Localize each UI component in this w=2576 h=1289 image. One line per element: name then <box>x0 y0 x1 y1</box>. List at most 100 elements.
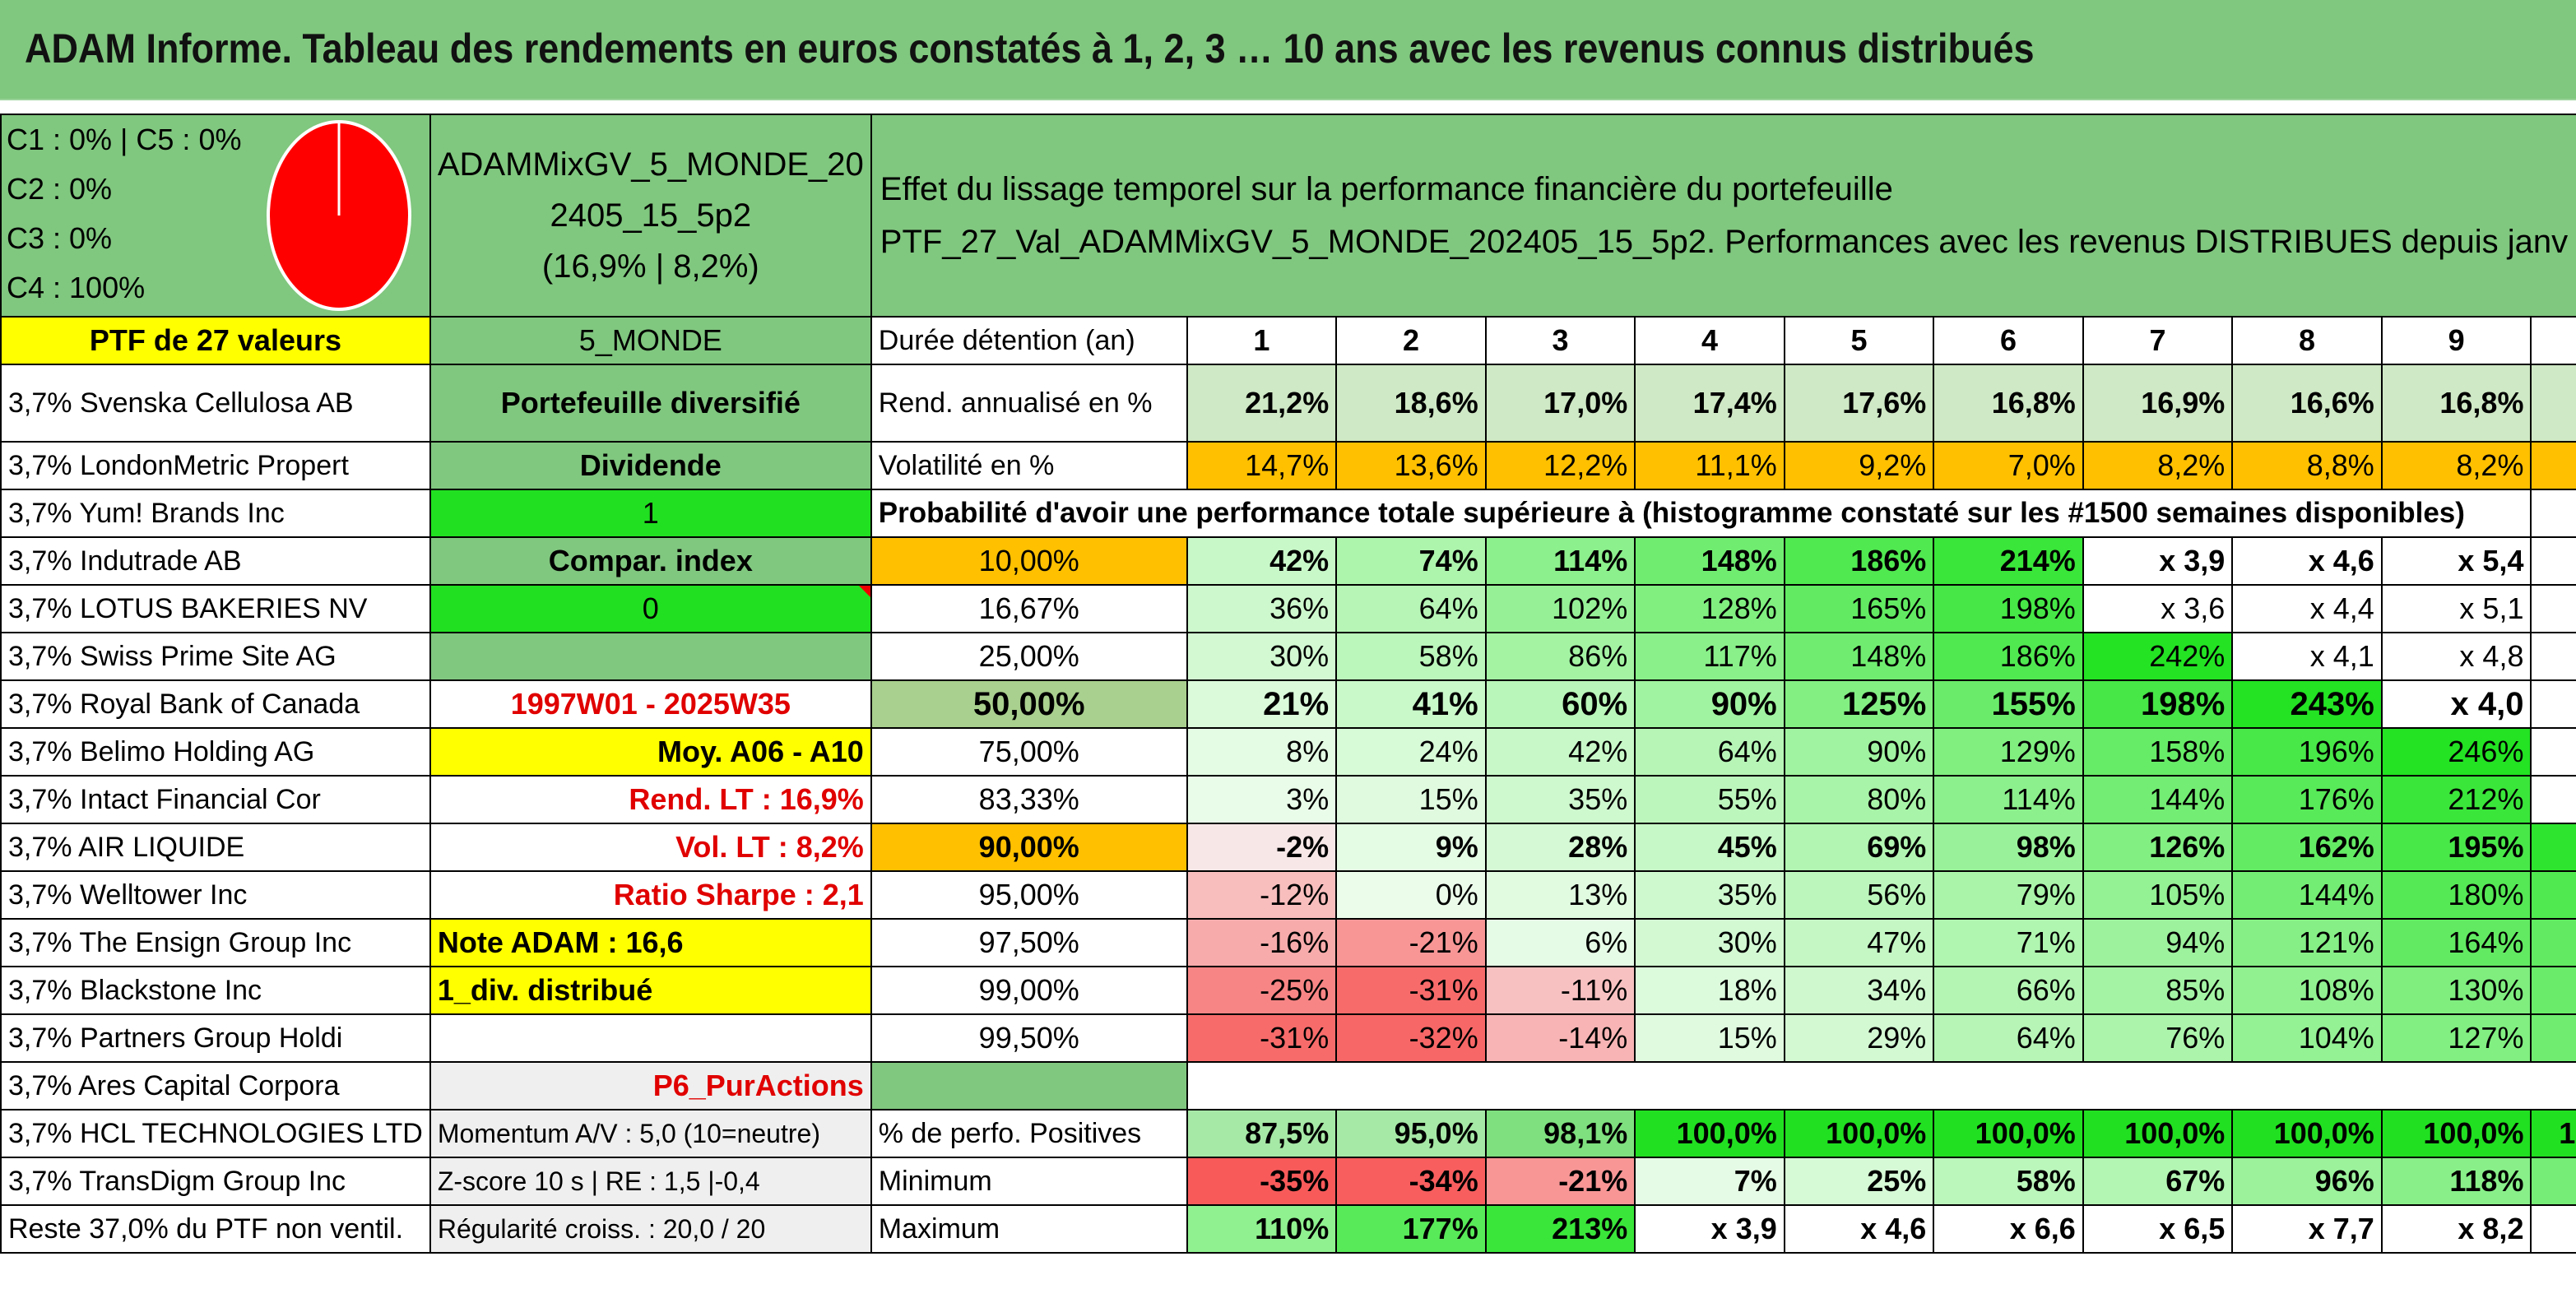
probability-value: 114% <box>1933 775 2084 824</box>
holding-name: 3,7% Svenska Cellulosa AB <box>0 364 431 443</box>
probability-value: 76% <box>2082 1013 2234 1063</box>
probability-value: 164% <box>2380 918 2532 967</box>
positives-value: 100,0% <box>1933 1109 2084 1158</box>
probability-value: 28% <box>1484 823 1636 872</box>
probability-level: 16,67% <box>870 584 1188 633</box>
allocation-c1-c5: C1 : 0% | C5 : 0% <box>7 123 242 156</box>
maximum-value: 213% <box>1484 1204 1636 1254</box>
probability-value: 246% <box>2380 727 2532 777</box>
empty-green-cell <box>870 1061 1188 1110</box>
probability-value: 126% <box>2082 823 2234 872</box>
probability-value: 3% <box>1186 775 1338 824</box>
vol-value: 9,2% <box>1783 441 1935 490</box>
minimum-value: 7% <box>1634 1157 1785 1206</box>
positives-value: 100,0% <box>1783 1109 1935 1158</box>
probability-level: 95,00% <box>870 870 1188 920</box>
positives-value: 98,1% <box>1484 1109 1636 1158</box>
fund-name-line2: 2405_15_5p2 <box>550 197 752 234</box>
probability-value: 15% <box>1335 775 1487 824</box>
rend-value: 18,6% <box>1335 364 1487 443</box>
probability-value: x 4,8 <box>2380 632 2532 681</box>
probability-value: 144% <box>2231 870 2383 920</box>
table-row: PTF de 27 valeurs 5_MONDE Durée détention … <box>0 316 2576 365</box>
vol-value: 14,7% <box>1186 441 1338 490</box>
vol-value: 13,6% <box>1335 441 1487 490</box>
probability-value: 121% <box>2231 918 2383 967</box>
probability-value: 86% <box>1484 632 1636 681</box>
probability-value: 114% <box>1484 536 1636 586</box>
probability-value: 21% <box>1186 679 1338 729</box>
compar-index-label: Compar. index <box>429 536 872 586</box>
allocation-pie-chart <box>267 120 411 311</box>
note-adam-label: Note ADAM : 16,6 <box>429 918 872 967</box>
probability-header: Probabilité d'avoir une performance tota… <box>870 489 2532 538</box>
probability-value: x 5,4 <box>2380 536 2532 586</box>
p6-label: P6_PurActions <box>429 1061 872 1110</box>
table-row: 3,7% LOTUS BAKERIES NV 0 16,67% 36% 64% 102% 1… <box>0 584 2576 633</box>
table-row: 3,7% TransDigm Group Inc Z-score 10 s | R… <box>0 1157 2576 1206</box>
probability-value: 94% <box>2082 918 2234 967</box>
probability-value: 64% <box>1933 1013 2084 1063</box>
probability-value: 214% <box>1933 536 2084 586</box>
momentum-label: Momentum A/V : 5,0 (10=neutre) <box>429 1109 872 1158</box>
minimum-value: -21% <box>1484 1157 1636 1206</box>
probability-value: -21% <box>1335 918 1487 967</box>
probability-value: 148% <box>1634 536 1785 586</box>
holding-name: 3,7% Royal Bank of Canada <box>0 679 431 729</box>
probability-value: 18% <box>1634 966 1785 1015</box>
positives-value: 100,0% <box>2231 1109 2383 1158</box>
vol-value: 8,8% <box>2231 441 2383 490</box>
minimum-value: 58% <box>1933 1157 2084 1206</box>
dividende-label: Dividende <box>429 441 872 490</box>
report-table: C1 : 0% | C5 : 0% C2 : 0% C3 : 0% C4 : 1… <box>0 114 2576 1254</box>
rend-value: 21,2% <box>1186 364 1338 443</box>
year-header: 4 <box>1634 316 1785 365</box>
rend-value: 16,8% <box>1933 364 2084 443</box>
year-header: 6 <box>1933 316 2084 365</box>
empty-cell <box>1186 1061 2576 1110</box>
probability-value: -32% <box>1335 1013 1487 1063</box>
vol-value: 12,2% <box>1484 441 1636 490</box>
vol-value: 11,1% <box>1634 441 1785 490</box>
holding-name: 3,7% LOTUS BAKERIES NV <box>0 584 431 633</box>
vol-value: 8,2% <box>2082 441 2234 490</box>
dividend-count-label: 1_div. distribué <box>429 966 872 1015</box>
probability-value: 60% <box>1484 679 1636 729</box>
description-line1: Effet du lissage temporel sur la perform… <box>880 171 1893 207</box>
probability-value: 58% <box>1335 632 1487 681</box>
probability-value: 117% <box>1634 632 1785 681</box>
probability-value: 36% <box>1186 584 1338 633</box>
year-header: 9 <box>2380 316 2532 365</box>
table-row: 3,7% Swiss Prime Site AG 25,00% 30% 58% 86% 1… <box>0 632 2576 681</box>
year-header: 8 <box>2231 316 2383 365</box>
probability-value: 165% <box>2530 918 2576 967</box>
probability-value: 195% <box>2380 823 2532 872</box>
holding-name: 3,7% LondonMetric Propert <box>0 441 431 490</box>
minimum-value: 67% <box>2082 1157 2234 1206</box>
probability-value: 90% <box>1634 679 1785 729</box>
positives-value: 95,0% <box>1335 1109 1487 1158</box>
probability-level: 99,50% <box>870 1013 1188 1063</box>
probability-value: 180% <box>2380 870 2532 920</box>
year-header: 7 <box>2082 316 2234 365</box>
probability-value: 125% <box>1783 679 1935 729</box>
probability-value: 165% <box>1783 584 1935 633</box>
holding-name: 3,7% Welltower Inc <box>0 870 431 920</box>
table-row: 3,7% Indutrade AB Compar. index 10,00% 42% 7… <box>0 536 2576 586</box>
probability-value: 13% <box>1484 870 1636 920</box>
probability-value: 35% <box>1484 775 1636 824</box>
probability-value: 42% <box>1186 536 1338 586</box>
table-row: 3,7% AIR LIQUIDE Vol. LT : 8,2% 90,00% -2% 9… <box>0 823 2576 872</box>
probability-value: 102% <box>1484 584 1636 633</box>
probability-value: 129% <box>1933 727 2084 777</box>
probability-value: -2% <box>1186 823 1338 872</box>
holding-name: 3,7% HCL TECHNOLOGIES LTD <box>0 1109 431 1158</box>
year-header: 1 <box>1186 316 1338 365</box>
table-row: 3,7% HCL TECHNOLOGIES LTD Momentum A/V : … <box>0 1109 2576 1158</box>
probability-value: 212% <box>2380 775 2532 824</box>
holding-name: 3,7% Indutrade AB <box>0 536 431 586</box>
probability-value: x 4,0 <box>2380 679 2532 729</box>
rend-value: 16,6% <box>2231 364 2383 443</box>
probability-level: 25,00% <box>870 632 1188 681</box>
fund-name-line1: ADAMMixGV_5_MONDE_20 <box>437 146 864 183</box>
